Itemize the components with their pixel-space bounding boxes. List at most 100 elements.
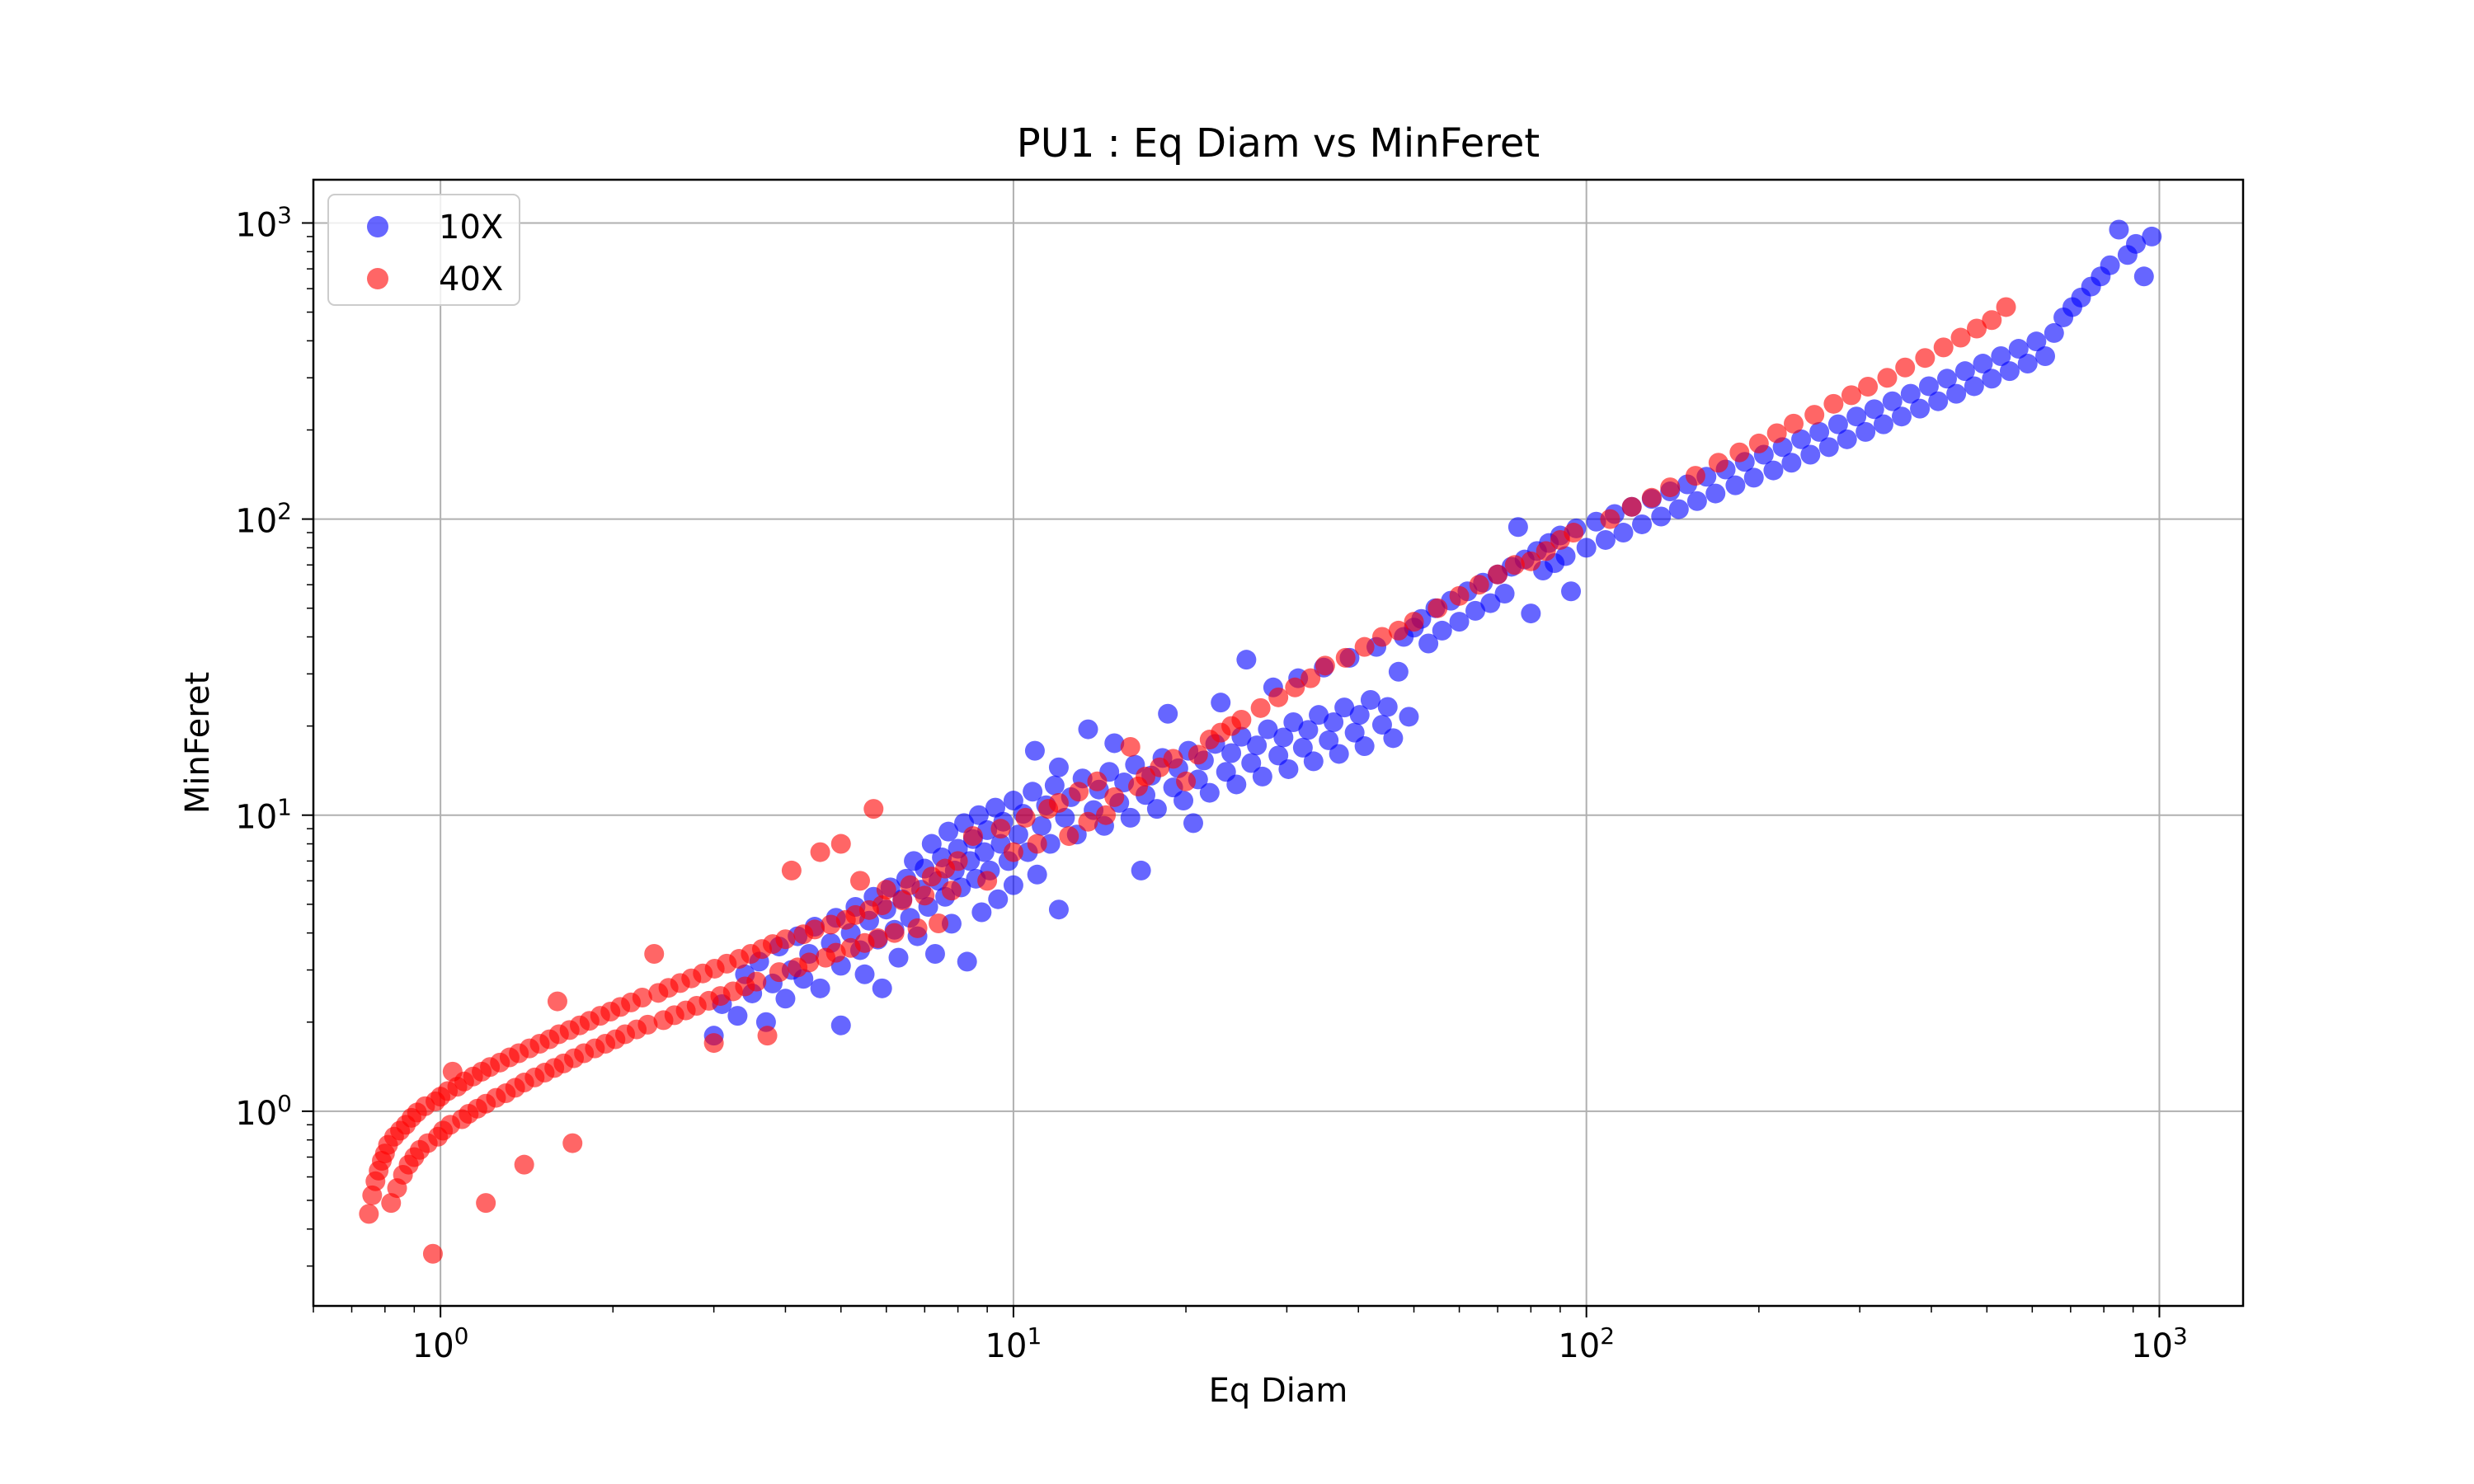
scatter-point-10X <box>1725 475 1746 495</box>
scatter-point-40X <box>1048 792 1069 813</box>
scatter-point-40X <box>769 962 789 983</box>
scatter-point-40X <box>1784 413 1804 434</box>
scatter-point-10X <box>1418 633 1439 654</box>
scatter-point-40X <box>1285 677 1305 697</box>
scatter-point-40X <box>830 834 851 854</box>
scatter-point-10X <box>968 805 989 825</box>
legend-marker-10X <box>367 216 388 237</box>
scatter-point-40X <box>1521 551 1541 571</box>
scatter-point-40X <box>1996 297 2016 317</box>
scatter-point-10X <box>1494 584 1515 604</box>
scatter-point-10X <box>1131 860 1151 881</box>
scatter-point-10X <box>1837 429 1857 449</box>
scatter-point-10X <box>1003 875 1023 895</box>
scatter-point-40X <box>1641 487 1662 508</box>
scatter-point-10X <box>1298 720 1319 740</box>
plot-frame <box>312 178 2245 1308</box>
scatter-point-10X <box>1048 899 1069 920</box>
scatter-point-10X <box>810 978 830 998</box>
scatter-point-10X <box>1465 600 1486 621</box>
scatter-point-10X <box>1044 775 1065 796</box>
scatter-point-40X <box>1087 771 1108 791</box>
scatter-point-40X <box>1163 749 1183 769</box>
scatter-point-10X <box>2008 339 2029 359</box>
scatter-point-10X <box>1507 517 1528 538</box>
scatter-point-40X <box>1188 744 1208 765</box>
scatter-point-10X <box>1651 506 1672 527</box>
scatter-point-40X <box>1766 423 1787 444</box>
scatter-point-10X <box>938 821 959 842</box>
scatter-point-40X <box>1427 598 1448 618</box>
scatter-point-40X <box>562 1133 583 1153</box>
scatter-point-10X <box>1946 383 1967 404</box>
scatter-point-10X <box>1964 376 1984 397</box>
scatter-point-40X <box>775 929 796 950</box>
scatter-point-40X <box>1176 771 1197 791</box>
scatter-point-10X <box>1928 391 1949 411</box>
x-tick-label: 101 <box>985 1322 1042 1365</box>
scatter-point-10X <box>1432 620 1452 641</box>
scatter-point-10X <box>1686 491 1707 511</box>
scatter-point-40X <box>422 1243 443 1264</box>
scatter-point-10X <box>2109 219 2129 240</box>
scatter-point-40X <box>514 1154 534 1175</box>
scatter-point-40X <box>1841 385 1861 406</box>
scatter-point-10X <box>1008 824 1028 845</box>
scatter-point-10X <box>888 947 909 968</box>
scatter-point-10X <box>2026 331 2047 352</box>
scatter-point-40X <box>1096 805 1117 825</box>
scatter-point-10X <box>1146 799 1167 819</box>
scatter-point-10X <box>775 989 796 1009</box>
scatter-point-10X <box>1023 782 1043 802</box>
scatter-point-40X <box>900 875 920 895</box>
scatter-point-10X <box>1632 514 1653 534</box>
chart-title: PU1 : Eq Diam vs MinFeret <box>1017 120 1540 167</box>
scatter-point-40X <box>1982 310 2002 331</box>
scatter-point-10X <box>1846 406 1867 427</box>
scatter-point-10X <box>1791 429 1812 449</box>
legend-label-10X: 10X <box>439 209 503 247</box>
scatter-point-10X <box>1827 414 1848 434</box>
scatter-point-40X <box>1315 655 1335 676</box>
scatter-point-10X <box>1158 703 1178 724</box>
legend-label-40X: 40X <box>439 261 503 298</box>
scatter-point-10X <box>1480 593 1501 613</box>
scatter-point-40X <box>1059 826 1079 847</box>
scatter-point-10X <box>957 951 977 972</box>
scatter-point-40X <box>892 890 913 911</box>
scatter-point-40X <box>1621 496 1642 517</box>
scatter-point-10X <box>1781 453 1802 473</box>
scatter-point-10X <box>2017 354 2038 374</box>
scatter-point-40X <box>1027 834 1047 854</box>
scatter-point-10X <box>1292 737 1313 758</box>
scatter-point-10X <box>1104 733 1125 754</box>
scatter-point-40X <box>1371 627 1392 647</box>
grid <box>313 180 2243 1306</box>
scatter-point-40X <box>1877 368 1898 388</box>
scatter-point-10X <box>1954 361 1975 382</box>
scatter-point-40X <box>1504 555 1525 575</box>
scatter-point-40X <box>1967 318 1987 339</box>
scatter-point-40X <box>1804 405 1825 425</box>
scatter-point-40X <box>1069 782 1089 802</box>
axes: 100 101 102 103 100 101 102 103 <box>235 201 2188 1365</box>
scatter-point-10X <box>2044 322 2064 343</box>
scatter-point-10X <box>1032 815 1052 836</box>
scatter-point-10X <box>1055 807 1075 828</box>
scatter-point-40X <box>1748 433 1769 453</box>
scatter-point-40X <box>1335 647 1356 668</box>
scatter-point-10X <box>1613 523 1634 543</box>
scatter-point-10X <box>1183 813 1203 834</box>
scatter-point-40X <box>990 819 1011 839</box>
scatter-point-40X <box>1268 687 1289 707</box>
scatter-point-10X <box>1388 661 1409 682</box>
scatter-point-40X <box>804 919 825 940</box>
scatter-point-10X <box>1319 730 1339 750</box>
scatter-point-40X <box>941 881 962 901</box>
scatter-point-40X <box>1895 357 1916 378</box>
scatter-point-10X <box>1349 705 1370 726</box>
scatter-point-10X <box>1360 689 1380 710</box>
scatter-point-40X <box>868 928 888 949</box>
scatter-point-10X <box>1576 538 1597 558</box>
